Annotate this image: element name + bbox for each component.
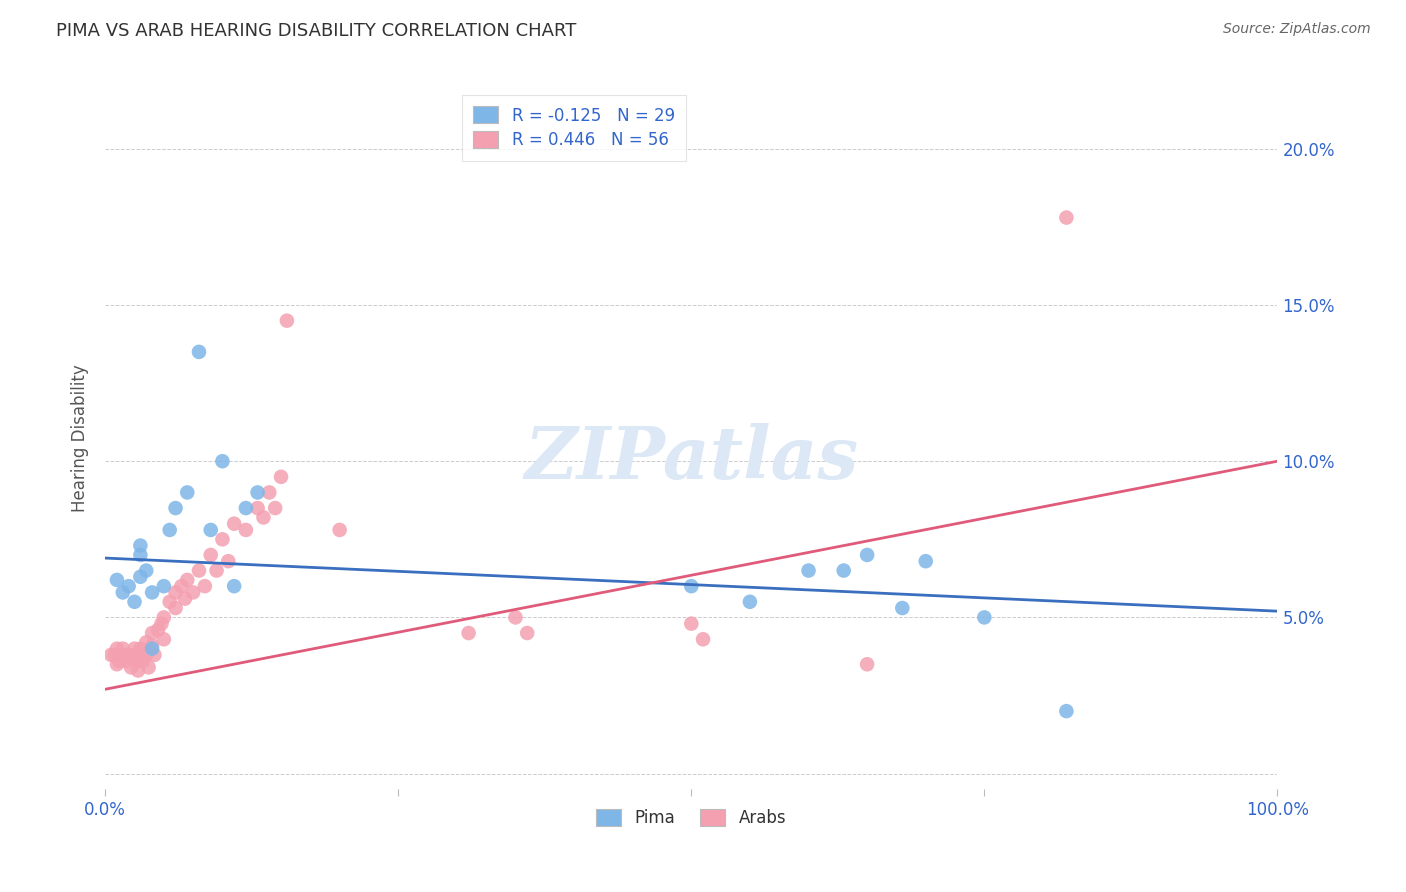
- Point: [235, 523, 257, 537]
- Point: [797, 564, 820, 578]
- Point: [176, 573, 198, 587]
- Point: [118, 579, 141, 593]
- Point: [165, 601, 187, 615]
- Point: [681, 579, 703, 593]
- Point: [259, 485, 281, 500]
- Text: Source: ZipAtlas.com: Source: ZipAtlas.com: [1223, 22, 1371, 37]
- Point: [217, 554, 239, 568]
- Point: [108, 654, 131, 668]
- Point: [118, 648, 141, 662]
- Point: [115, 654, 138, 668]
- Legend: Pima, Arabs: Pima, Arabs: [589, 802, 793, 834]
- Point: [153, 579, 176, 593]
- Point: [181, 585, 204, 599]
- Point: [1054, 704, 1077, 718]
- Point: [1054, 211, 1077, 225]
- Point: [252, 510, 274, 524]
- Point: [105, 573, 128, 587]
- Point: [276, 313, 298, 327]
- Point: [165, 585, 187, 599]
- Point: [176, 485, 198, 500]
- Point: [129, 548, 152, 562]
- Point: [124, 641, 146, 656]
- Point: [224, 579, 246, 593]
- Point: [129, 651, 152, 665]
- Point: [129, 641, 152, 656]
- Point: [146, 623, 169, 637]
- Point: [194, 579, 217, 593]
- Point: [143, 648, 166, 662]
- Point: [170, 579, 193, 593]
- Point: [153, 610, 176, 624]
- Point: [246, 485, 269, 500]
- Point: [914, 554, 936, 568]
- Point: [174, 591, 197, 606]
- Point: [132, 654, 155, 668]
- Point: [105, 641, 128, 656]
- Point: [235, 501, 257, 516]
- Y-axis label: Hearing Disability: Hearing Disability: [72, 364, 89, 512]
- Point: [141, 639, 163, 653]
- Point: [105, 657, 128, 672]
- Point: [124, 595, 146, 609]
- Point: [111, 641, 134, 656]
- Point: [100, 648, 122, 662]
- Point: [138, 660, 160, 674]
- Point: [211, 533, 233, 547]
- Point: [270, 470, 292, 484]
- Point: [141, 585, 163, 599]
- Point: [200, 548, 222, 562]
- Point: [129, 539, 152, 553]
- Point: [159, 523, 181, 537]
- Point: [211, 454, 233, 468]
- Point: [856, 548, 879, 562]
- Point: [129, 570, 152, 584]
- Point: [104, 648, 127, 662]
- Point: [681, 616, 703, 631]
- Point: [188, 344, 211, 359]
- Text: PIMA VS ARAB HEARING DISABILITY CORRELATION CHART: PIMA VS ARAB HEARING DISABILITY CORRELAT…: [56, 22, 576, 40]
- Point: [159, 595, 181, 609]
- Point: [832, 564, 855, 578]
- Point: [505, 610, 527, 624]
- Point: [135, 564, 157, 578]
- Point: [120, 660, 142, 674]
- Point: [150, 616, 173, 631]
- Point: [692, 632, 714, 647]
- Point: [738, 595, 761, 609]
- Point: [224, 516, 246, 531]
- Point: [973, 610, 995, 624]
- Point: [135, 648, 157, 662]
- Point: [264, 501, 287, 516]
- Point: [125, 654, 148, 668]
- Text: ZIPatlas: ZIPatlas: [524, 424, 859, 494]
- Point: [141, 626, 163, 640]
- Point: [200, 523, 222, 537]
- Point: [111, 648, 134, 662]
- Point: [246, 501, 269, 516]
- Point: [165, 501, 187, 516]
- Point: [153, 632, 176, 647]
- Point: [457, 626, 479, 640]
- Point: [127, 664, 149, 678]
- Point: [891, 601, 914, 615]
- Point: [188, 564, 211, 578]
- Point: [135, 635, 157, 649]
- Point: [329, 523, 352, 537]
- Point: [856, 657, 879, 672]
- Point: [205, 564, 228, 578]
- Point: [516, 626, 538, 640]
- Point: [124, 648, 146, 662]
- Point: [141, 641, 163, 656]
- Point: [111, 585, 134, 599]
